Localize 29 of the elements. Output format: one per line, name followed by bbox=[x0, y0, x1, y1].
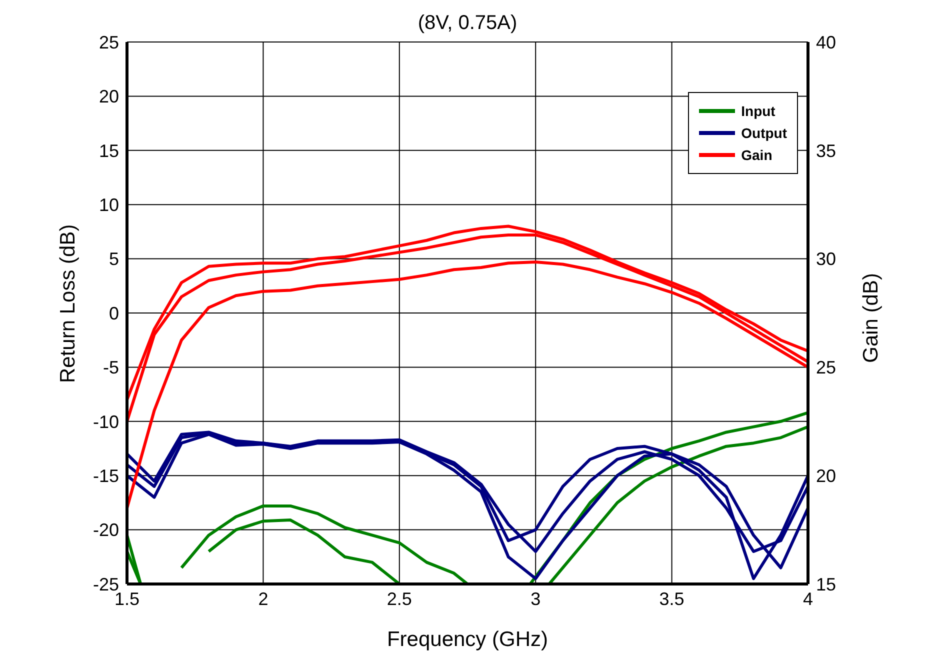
x-tick-label: 3.5 bbox=[659, 588, 684, 609]
y-tick-label: 15 bbox=[98, 140, 119, 161]
legend-label: Gain bbox=[741, 147, 772, 163]
legend-label: Input bbox=[741, 103, 776, 119]
y2-tick-label: 25 bbox=[816, 358, 836, 378]
y2-tick-label: 30 bbox=[816, 249, 836, 270]
legend-label: Output bbox=[741, 125, 787, 141]
x-axis-title: Frequency (GHz) bbox=[386, 628, 548, 651]
y-tick-label: 0 bbox=[108, 303, 119, 324]
y2-tick-label: 35 bbox=[816, 140, 836, 161]
x-tick-label: 4 bbox=[802, 588, 814, 609]
x-tick-label: 3 bbox=[530, 588, 541, 609]
y-tick-label: 5 bbox=[108, 249, 119, 270]
x-tick-label: 2.5 bbox=[386, 588, 412, 609]
y-tick-label: -5 bbox=[102, 358, 119, 378]
y2-tick-label: 20 bbox=[816, 466, 836, 486]
x-tick-label: 2 bbox=[258, 588, 268, 609]
y-tick-label: 25 bbox=[98, 32, 119, 52]
y-tick-label: 20 bbox=[98, 86, 119, 107]
chart-title: (8V, 0.75A) bbox=[418, 12, 518, 34]
y-tick-label: -10 bbox=[92, 412, 119, 432]
y-tick-label: -20 bbox=[92, 520, 119, 540]
y2-tick-label: 15 bbox=[816, 574, 836, 594]
y-tick-label: -15 bbox=[92, 466, 119, 486]
y-tick-label: 10 bbox=[98, 194, 119, 215]
y2-tick-label: 40 bbox=[816, 32, 836, 52]
y-axis-title: Return Loss (dB) bbox=[56, 224, 80, 383]
y2-axis-title: Gain (dB) bbox=[859, 273, 882, 363]
y-tick-label: -25 bbox=[92, 574, 119, 594]
